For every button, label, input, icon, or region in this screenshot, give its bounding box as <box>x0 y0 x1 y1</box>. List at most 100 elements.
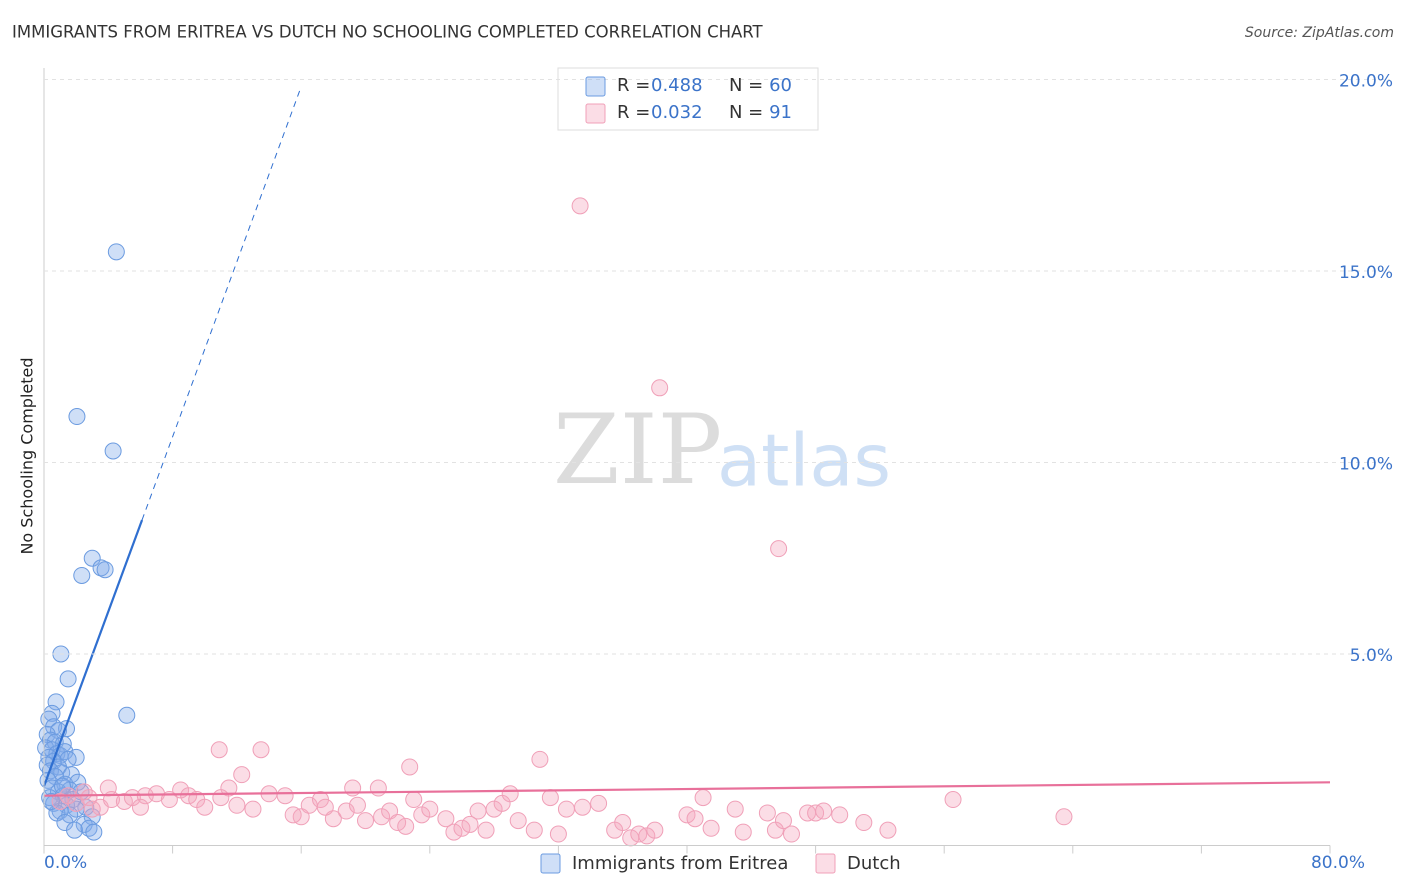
y-tick-label: 5.0% <box>1350 646 1393 666</box>
point <box>316 798 334 816</box>
point <box>252 741 270 759</box>
trend-line <box>43 781 1331 797</box>
point <box>678 806 696 824</box>
chart-title: IMMIGRANTS FROM ERITREA VS DUTCH NO SCHO… <box>12 23 764 42</box>
legend-swatch <box>815 853 836 874</box>
point <box>461 815 479 833</box>
point <box>210 741 228 759</box>
point <box>694 789 712 807</box>
x-tick-label: 0.0% <box>44 853 87 873</box>
point <box>96 561 114 579</box>
legend-box <box>557 67 819 131</box>
point <box>68 408 86 426</box>
legend-value: 60 <box>769 75 792 96</box>
y-tick-label: 20.0% <box>1339 71 1393 91</box>
point <box>557 800 575 818</box>
point <box>233 766 251 784</box>
point <box>831 806 849 824</box>
point <box>758 804 776 822</box>
point <box>42 792 60 810</box>
point <box>212 789 230 807</box>
point <box>66 821 84 839</box>
trend-line <box>42 519 144 787</box>
legend-swatch <box>585 76 606 97</box>
legend-label: Immigrants from Eritrea <box>572 853 788 874</box>
trend-line <box>141 90 301 521</box>
point <box>115 792 133 810</box>
point <box>782 825 800 843</box>
point <box>196 798 214 816</box>
point <box>614 814 632 832</box>
legend-label: Dutch <box>847 853 901 874</box>
point <box>445 823 463 841</box>
point <box>83 800 101 818</box>
point <box>574 798 592 816</box>
point <box>590 794 608 812</box>
point <box>99 779 117 797</box>
watermark: atlas <box>717 419 891 503</box>
point <box>541 789 559 807</box>
point <box>571 197 589 215</box>
point <box>228 796 246 814</box>
source: Source: ZipAtlas.com <box>1245 25 1394 41</box>
point <box>453 819 471 837</box>
point <box>651 379 669 397</box>
point <box>131 798 149 816</box>
point <box>702 819 720 837</box>
point <box>815 802 833 820</box>
point <box>51 792 69 810</box>
point <box>118 706 136 724</box>
point <box>348 796 366 814</box>
point <box>276 787 294 805</box>
point <box>405 791 423 809</box>
point <box>855 814 873 832</box>
legend-value: 0.032 <box>651 102 703 123</box>
point <box>107 243 125 261</box>
point <box>774 812 792 830</box>
point <box>85 823 103 841</box>
point <box>477 821 495 839</box>
point <box>646 821 664 839</box>
legend-label: N = <box>729 75 763 96</box>
watermark: ZIP <box>553 394 722 506</box>
point <box>284 806 302 824</box>
point <box>104 442 122 460</box>
point <box>401 758 419 776</box>
legend-label: R = <box>617 102 650 123</box>
plot-area <box>37 90 1331 847</box>
legend-label: N = <box>729 102 763 123</box>
legend-value: 0.488 <box>651 75 703 96</box>
point <box>397 817 415 835</box>
x-tick-label: 80.0% <box>1311 853 1365 873</box>
point <box>686 810 704 828</box>
point <box>180 787 198 805</box>
point <box>531 750 549 768</box>
legend-value: 91 <box>769 102 792 123</box>
point <box>1055 808 1073 826</box>
legend-swatch <box>540 853 561 874</box>
point <box>944 791 962 809</box>
legend-label: R = <box>617 75 650 96</box>
point <box>389 814 407 832</box>
point <box>324 810 342 828</box>
y-tick-label: 10.0% <box>1339 454 1393 474</box>
point <box>437 810 455 828</box>
point <box>357 812 374 830</box>
point <box>501 785 519 803</box>
legend-swatch <box>585 103 606 124</box>
point <box>734 823 752 841</box>
point <box>59 670 77 688</box>
point <box>726 800 744 818</box>
y-tick-label: 15.0% <box>1339 263 1393 283</box>
point <box>37 739 55 757</box>
point <box>549 825 567 843</box>
point <box>879 821 897 839</box>
point <box>381 802 399 820</box>
point <box>244 800 262 818</box>
point <box>469 802 487 820</box>
point <box>525 821 543 839</box>
point <box>369 779 387 797</box>
point <box>509 812 527 830</box>
point <box>75 783 93 801</box>
